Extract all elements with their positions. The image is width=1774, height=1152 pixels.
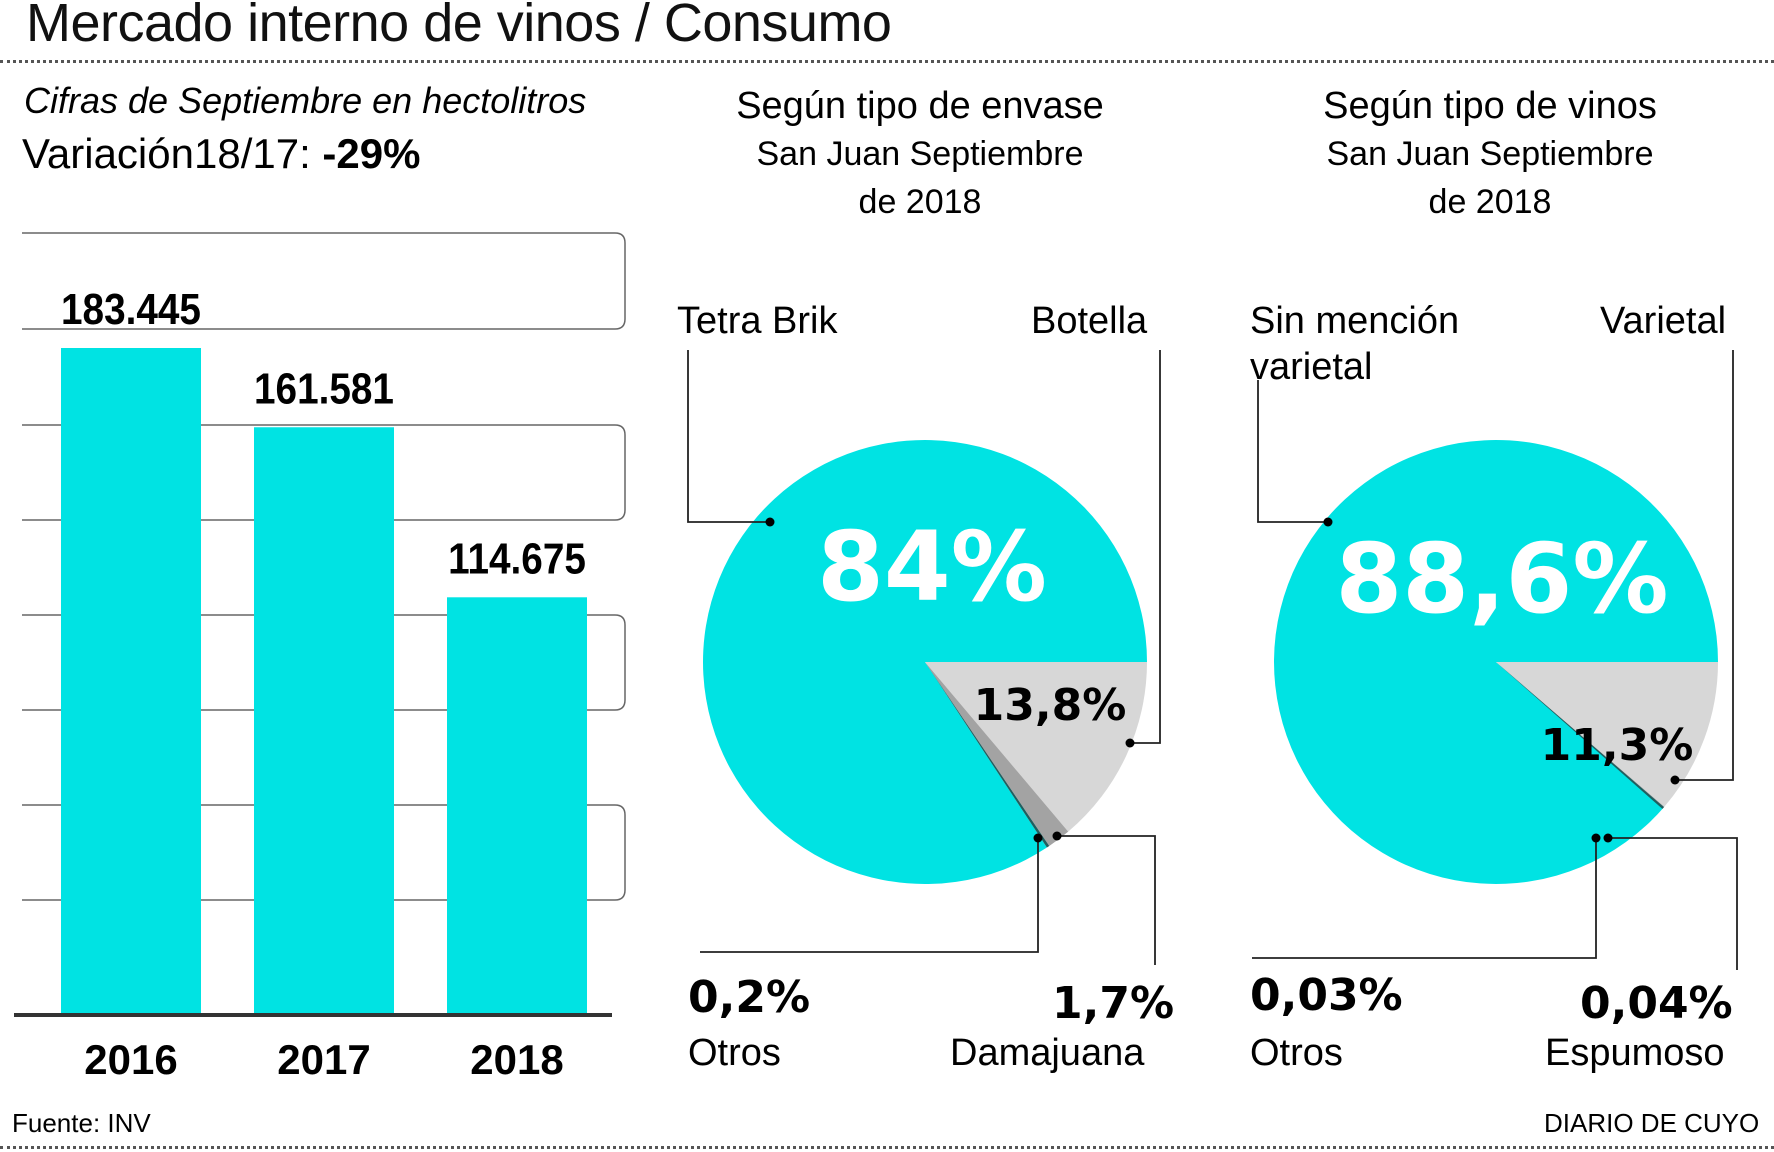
pie-second-percentage: 11,3% bbox=[1541, 720, 1694, 771]
publisher-credit: DIARIO DE CUYO bbox=[1544, 1108, 1760, 1138]
bar-value-label: 114.675 bbox=[448, 533, 586, 583]
leader-line bbox=[1057, 835, 1156, 965]
leader-dot bbox=[1603, 833, 1613, 843]
pie2-heading: Según tipo de vinos San Juan Septiembre … bbox=[1270, 82, 1710, 226]
pie-slice-otros bbox=[925, 662, 1050, 848]
pie-slice-botella bbox=[925, 662, 1147, 832]
pie1-value-otros: 0,2% bbox=[688, 972, 811, 1023]
pie2-label-otros: Otros bbox=[1250, 1032, 1343, 1074]
bar-2018 bbox=[447, 597, 587, 1013]
pie1-label-otros: Otros bbox=[688, 1032, 781, 1074]
bar-2016 bbox=[61, 348, 201, 1013]
top-divider bbox=[0, 60, 1774, 63]
pie-main-percentage: 88,6% bbox=[1335, 523, 1668, 635]
pie1-value-damajuana: 1,7% bbox=[1052, 978, 1175, 1029]
leader-line bbox=[687, 350, 770, 523]
pie2-label-espumoso: Espumoso bbox=[1545, 1032, 1725, 1074]
leader-line bbox=[1675, 350, 1734, 781]
bottom-divider bbox=[0, 1146, 1774, 1149]
leader-dot bbox=[1052, 831, 1062, 841]
bar-chart: 183.445 2016 161.581 2017 114.675 2018 bbox=[14, 232, 626, 1083]
gridline-bracket bbox=[614, 424, 626, 521]
gridline-bracket bbox=[614, 804, 626, 901]
leader-dot bbox=[1591, 833, 1601, 843]
source-note: Fuente: INV bbox=[12, 1108, 151, 1138]
gridline-bracket bbox=[614, 614, 626, 711]
pie2-label-sin-mencion-line1: Sin mención bbox=[1250, 300, 1460, 342]
leader-line bbox=[700, 838, 1039, 953]
pie1-label-damajuana: Damajuana bbox=[950, 1032, 1145, 1074]
pie1-label-tetra-brik: Tetra Brik bbox=[677, 300, 838, 342]
bar-2017 bbox=[254, 427, 394, 1013]
pie1-label-botella: Botella bbox=[1031, 300, 1148, 342]
pie2-title: Según tipo de vinos bbox=[1323, 85, 1657, 127]
x-tick-label: 2018 bbox=[470, 1036, 563, 1083]
pie-slice-damajuana bbox=[925, 662, 1069, 846]
pie-slice-otros bbox=[1496, 662, 1664, 809]
pie-main-percentage: 84% bbox=[817, 511, 1047, 623]
pie-second-percentage: 13,8% bbox=[974, 680, 1127, 731]
leader-line bbox=[1130, 350, 1161, 744]
pie1-heading: Según tipo de envase San Juan Septiembre… bbox=[700, 82, 1140, 226]
pie1-title: Según tipo de envase bbox=[736, 85, 1104, 127]
pie2-label-sin-mencion-line2: varietal bbox=[1250, 346, 1373, 388]
leader-dot bbox=[765, 517, 775, 527]
leader-dot bbox=[1033, 833, 1043, 843]
pie-slice-varietal bbox=[1496, 662, 1718, 807]
pie2-value-otros: 0,03% bbox=[1250, 970, 1403, 1021]
leader-line bbox=[1252, 838, 1597, 959]
leader-dot bbox=[1125, 738, 1135, 748]
leader-line bbox=[1608, 837, 1738, 970]
leader-dot bbox=[1670, 775, 1680, 785]
x-tick-label: 2017 bbox=[277, 1036, 370, 1083]
pie1-subtitle-2: de 2018 bbox=[858, 183, 982, 221]
bar-value-label: 161.581 bbox=[254, 363, 394, 413]
leader-dot bbox=[1323, 517, 1333, 527]
bar-chart-subtitle: Cifras de Septiembre en hectolitros bbox=[24, 80, 587, 121]
pie1-subtitle-1: San Juan Septiembre bbox=[756, 135, 1084, 173]
variation-value: -29% bbox=[322, 130, 421, 177]
variation-label: Variación18/17: bbox=[22, 130, 323, 177]
pie2-subtitle-2: de 2018 bbox=[1428, 183, 1552, 221]
page-title: Mercado interno de vinos / Consumo bbox=[26, 0, 892, 53]
pie-chart-envase: 84% 13,8% bbox=[687, 350, 1161, 965]
pie2-label-varietal: Varietal bbox=[1600, 300, 1727, 342]
gridline-bracket bbox=[614, 232, 626, 330]
pie-chart-vinos: 88,6% 11,3% bbox=[1252, 350, 1738, 970]
bar-value-label: 183.445 bbox=[61, 284, 201, 334]
pie2-subtitle-1: San Juan Septiembre bbox=[1326, 135, 1654, 173]
leader-line bbox=[1257, 380, 1328, 523]
pie2-value-espumoso: 0,04% bbox=[1580, 978, 1733, 1029]
x-tick-label: 2016 bbox=[84, 1036, 177, 1083]
variation-line: Variación18/17: -29% bbox=[22, 130, 420, 178]
pie2-label-sin-mencion: Sin mención varietal bbox=[1250, 298, 1459, 390]
pie-slice-sin-mención-varietal bbox=[1274, 440, 1718, 885]
